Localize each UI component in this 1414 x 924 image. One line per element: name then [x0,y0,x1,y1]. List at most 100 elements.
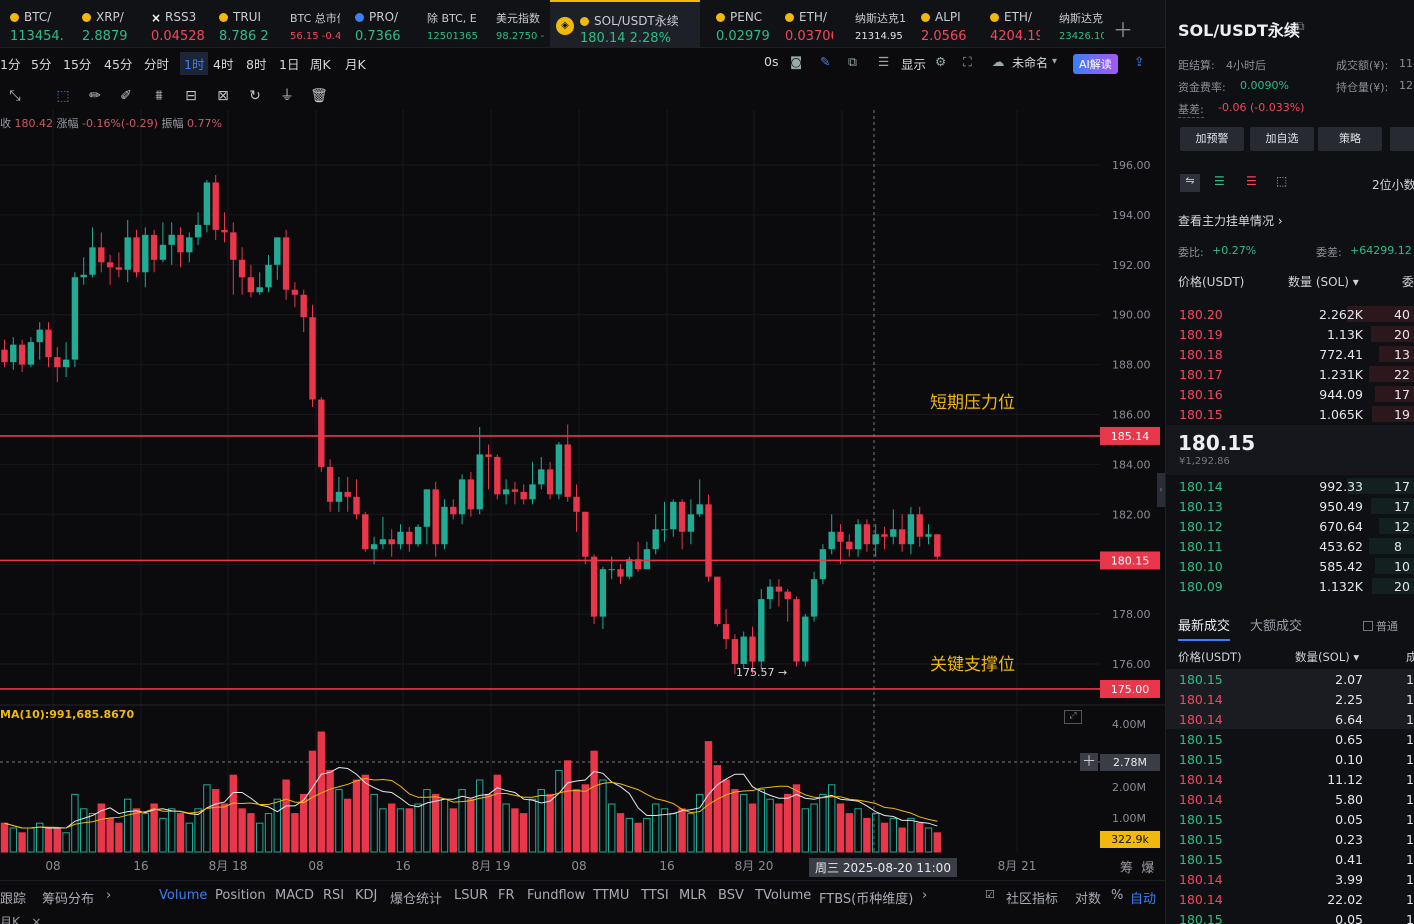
candle[interactable] [1,339,8,368]
candle[interactable] [89,227,96,278]
candle[interactable] [353,479,360,520]
ticker-item[interactable]: ETH/4204.19 [980,0,1040,48]
trash-icon[interactable]: 🗑 [310,88,328,104]
ticker-item[interactable]: SOL/USDT永续 180.14 2.28% ◈ [550,0,700,48]
orderbook-row[interactable]: 180.10 585.42 10 [1166,556,1414,576]
ai-button[interactable]: AI解读 [1073,54,1118,74]
candle[interactable] [194,212,202,245]
chips-icon[interactable]: 筹 [1120,861,1134,876]
candle[interactable] [740,631,747,669]
candle[interactable] [388,529,395,557]
ticker-item[interactable]: 纳斯达克1 21314.95 [845,0,905,48]
candle[interactable] [54,347,61,383]
candle[interactable] [423,489,431,545]
add-indicator-icon[interactable]: ＋ [1080,753,1098,771]
layout-asks-icon[interactable]: ☰ [1246,174,1257,188]
lock-icon[interactable]: ⊟ [185,88,197,104]
candle[interactable] [890,509,897,545]
ticker-item[interactable]: ALPI 2.0566 [911,0,973,48]
candle[interactable] [819,544,827,585]
indicator-tab-fr[interactable]: FR [498,888,515,903]
trade-row[interactable]: 180.15 0.23 1 [1166,829,1414,849]
candle[interactable] [397,524,404,550]
candle[interactable] [432,481,439,557]
indicator-tab-fundflow[interactable]: Fundflow [527,888,586,903]
candle[interactable] [177,227,184,268]
liquidation-icon[interactable]: 爆 [1141,861,1155,876]
period-5[interactable]: 1时 [180,52,209,75]
layout-both-icon[interactable]: ⇋ [1180,174,1200,192]
trade-row[interactable]: 180.14 6.64 1 [1166,709,1414,729]
panel-button-3[interactable]: 加 [1390,127,1414,151]
ticker-item[interactable]: BTC 总市值 56.15 -0.4 [280,0,340,48]
candle[interactable] [705,494,712,582]
candle[interactable] [203,179,211,233]
candle[interactable] [520,484,527,505]
tab-large-trades[interactable]: 大额成交 [1250,619,1303,634]
orderbook-row[interactable]: 180.13 950.49 17 [1166,496,1414,516]
candle[interactable] [186,232,193,263]
pen-icon[interactable]: ✎ [820,54,831,69]
trade-row[interactable]: 180.15 0.05 1 [1166,909,1414,924]
cloud-icon[interactable]: ☁ [992,54,1005,69]
indicator-tab-volume[interactable]: Volume [159,888,208,903]
candle[interactable] [98,232,105,273]
ob-header-qty[interactable]: 数量 (SOL) ▾ [1288,275,1359,289]
candle[interactable] [282,229,290,300]
trade-row[interactable]: 180.15 0.10 1 [1166,749,1414,769]
candle[interactable] [379,516,387,550]
trade-row[interactable]: 180.14 2.25 1 [1166,689,1414,709]
candle[interactable] [802,614,809,667]
candle[interactable] [344,476,351,512]
panel-button-1[interactable]: 加自选 [1250,127,1314,151]
window-icon[interactable]: ⧉ [848,54,857,69]
trade-row[interactable]: 180.15 0.65 1 [1166,729,1414,749]
candle[interactable] [573,484,580,532]
ticker-item[interactable]: XRP/2.8879 [72,0,137,48]
candle[interactable] [546,461,554,500]
pencil-icon[interactable]: ✏ [89,88,101,104]
candle[interactable] [863,519,871,552]
indicator-tab-ftbs[interactable]: FTBS(币种维度) [819,892,914,907]
ticker-item[interactable]: PRO/0.7366 [345,0,410,48]
ticker-item[interactable]: 美元指数 98.2750 - [486,0,544,48]
candle[interactable] [731,634,739,674]
candle[interactable] [837,524,844,565]
orderbook-row[interactable]: 180.11 453.62 8 [1166,536,1414,556]
orderbook-row[interactable]: 180.19 1.13K 20 [1166,324,1414,344]
candle[interactable] [247,264,255,298]
candlestick-chart[interactable]: 196.00 194.00 192.00 190.00 188.00 186.00 184.… [0,110,1165,880]
candle[interactable] [934,534,941,560]
candle[interactable] [810,571,818,622]
candle[interactable] [318,397,325,472]
trade-row[interactable]: 180.14 22.02 1 [1166,889,1414,909]
candle[interactable] [828,514,835,555]
fullscreen-icon[interactable]: ⛶ [963,54,972,69]
candle[interactable] [775,579,783,607]
candle[interactable] [450,499,457,520]
orderbook-row[interactable]: 180.16 944.09 17 [1166,384,1414,404]
period-10[interactable]: 月K [345,57,366,72]
candle[interactable] [159,222,167,263]
candle[interactable] [722,609,730,650]
select-tool-icon[interactable]: ⬚ [56,88,70,104]
candle[interactable] [265,254,272,293]
ticker-item[interactable]: 纳斯达克1 23426.100 [1049,0,1104,48]
menu-icon[interactable]: ☰ [878,54,890,69]
candle[interactable] [881,526,888,550]
orderbook-row[interactable]: 180.17 1.231K 22 [1166,364,1414,384]
candle[interactable] [599,566,607,630]
candle[interactable] [485,444,492,490]
candle[interactable] [133,229,140,278]
camera-icon[interactable]: ◙ [790,54,803,69]
add-ticker-icon[interactable]: ＋ [1113,18,1133,42]
candle[interactable] [564,424,571,502]
candle[interactable] [511,481,519,505]
candle[interactable] [784,589,791,622]
indicator-left-tab[interactable]: 跟踪 [0,892,27,907]
period-2[interactable]: 15分 [63,57,92,72]
candle[interactable] [476,426,483,515]
resistance-annotation[interactable]: 短期压力位 [930,393,1015,413]
edit-icon[interactable]: ⊠ [217,88,229,104]
indicator-tab-lsur[interactable]: LSUR [454,888,489,903]
